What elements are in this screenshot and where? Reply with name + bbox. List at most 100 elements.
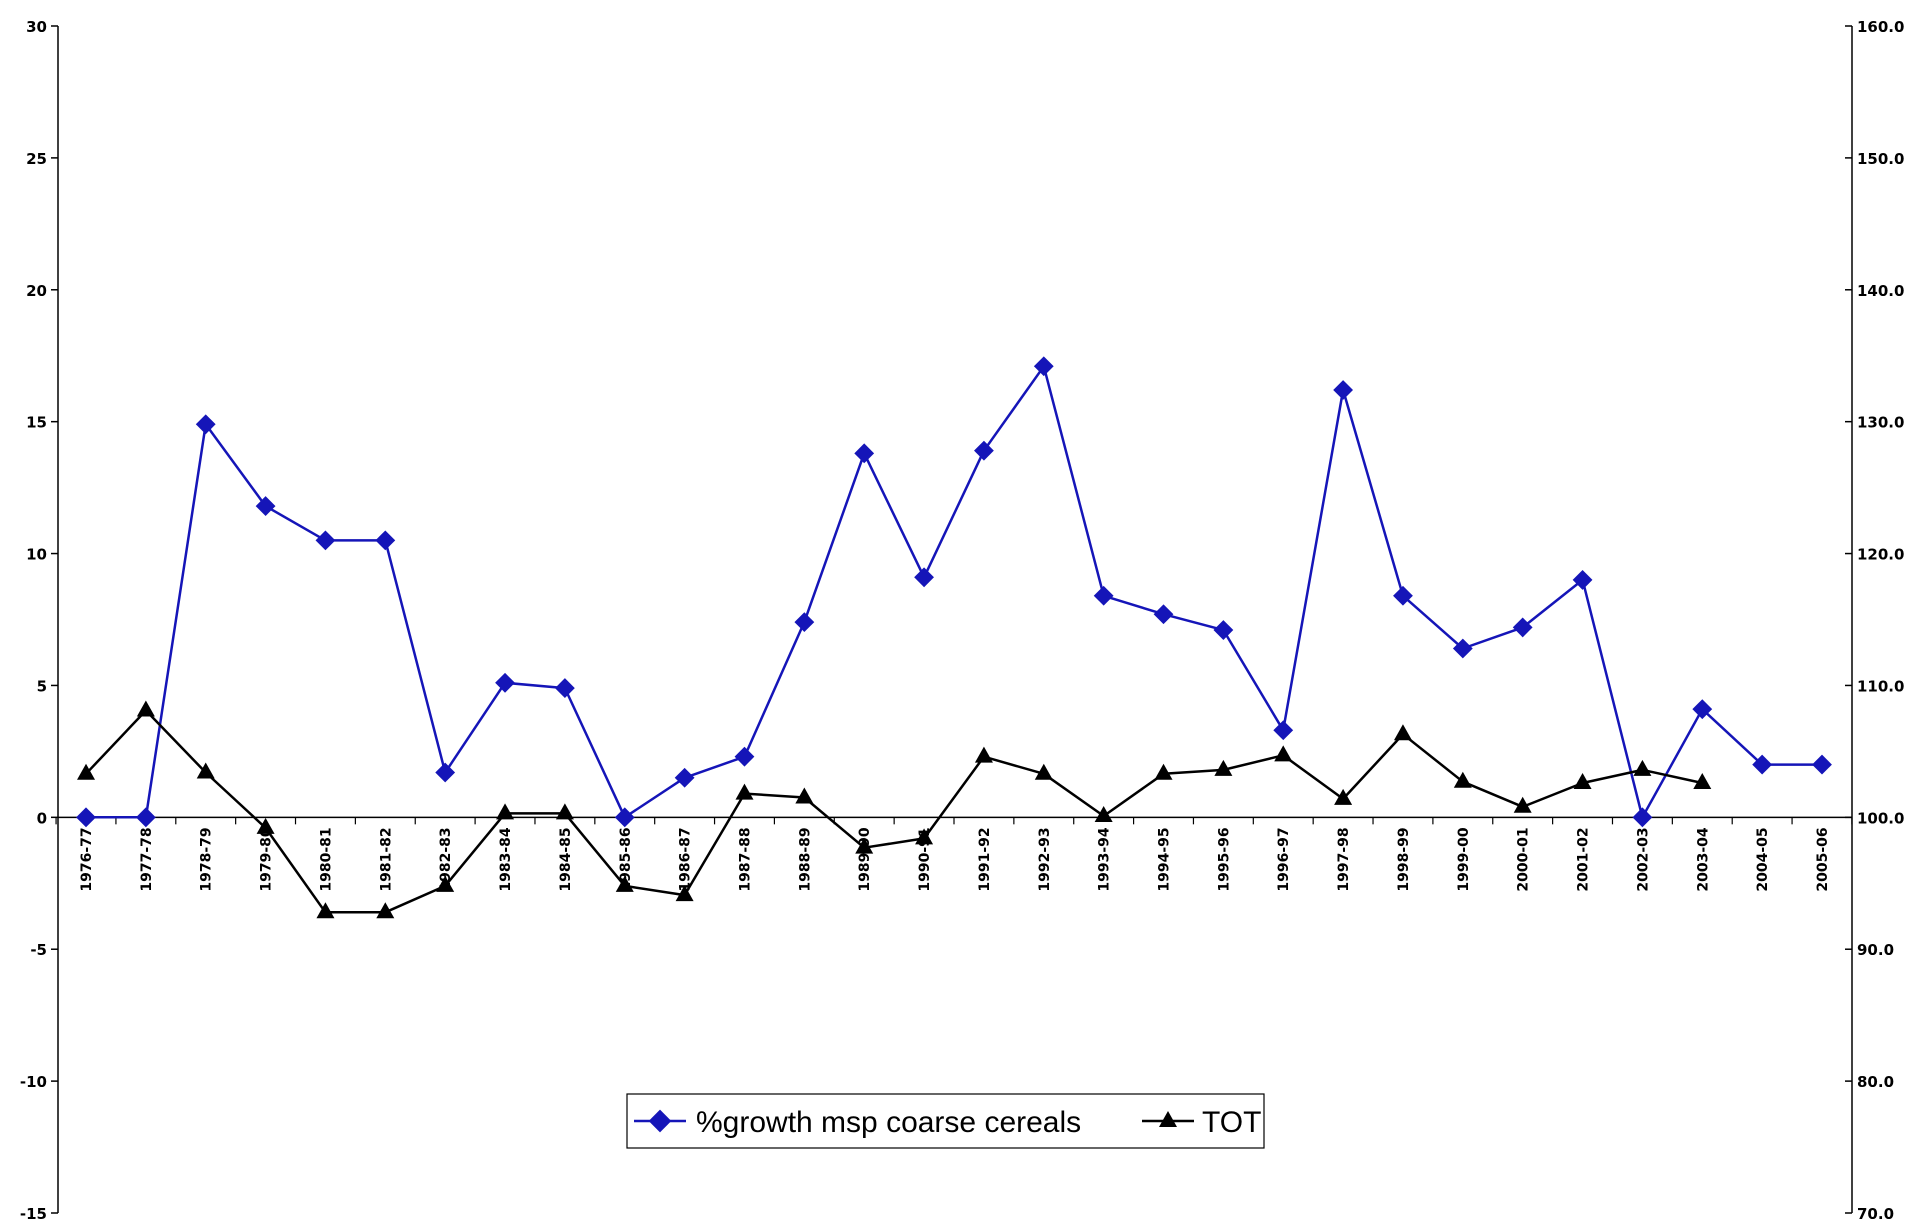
x-tick-label: 1977-78 bbox=[139, 827, 155, 891]
data-point-growth bbox=[1333, 380, 1354, 400]
data-point-tot bbox=[1453, 771, 1472, 788]
left-tick-label: 30 bbox=[26, 18, 47, 36]
left-tick-label: 0 bbox=[37, 809, 47, 827]
left-tick-label: -5 bbox=[30, 941, 47, 959]
x-tick-label: 1981-82 bbox=[378, 827, 394, 891]
right-tick-label: 160.0 bbox=[1857, 18, 1904, 36]
data-point-growth bbox=[794, 612, 815, 633]
data-point-tot bbox=[316, 902, 335, 919]
data-point-tot bbox=[1334, 788, 1353, 805]
data-point-tot bbox=[855, 837, 874, 854]
x-tick-label: 1983-84 bbox=[498, 827, 514, 892]
right-tick-label: 150.0 bbox=[1857, 150, 1904, 168]
data-point-growth bbox=[1632, 807, 1653, 828]
x-tick-label: 1996-97 bbox=[1276, 827, 1292, 891]
x-tick-label: 1997-98 bbox=[1336, 827, 1352, 891]
x-tick-label: 2001-02 bbox=[1576, 827, 1592, 891]
data-point-tot bbox=[615, 875, 634, 892]
left-tick-label: 5 bbox=[37, 677, 47, 695]
x-tick-label: 2000-01 bbox=[1516, 827, 1532, 891]
x-tick-label: 1988-89 bbox=[797, 827, 813, 891]
data-point-tot bbox=[735, 783, 754, 800]
data-point-growth bbox=[1273, 720, 1294, 741]
x-tick-label: 1992-93 bbox=[1037, 827, 1053, 891]
data-point-tot bbox=[1573, 773, 1592, 790]
data-point-growth bbox=[1033, 356, 1054, 377]
data-point-tot bbox=[1154, 763, 1173, 780]
x-tick-label: 1984-85 bbox=[558, 827, 574, 891]
left-tick-label: -10 bbox=[20, 1073, 47, 1091]
x-tick-label: 1994-95 bbox=[1157, 827, 1173, 891]
data-point-growth bbox=[135, 807, 156, 828]
data-point-growth bbox=[554, 678, 575, 698]
data-point-growth bbox=[734, 746, 755, 767]
data-point-tot bbox=[436, 875, 455, 892]
data-point-growth bbox=[854, 443, 875, 464]
series-line-growth bbox=[86, 365, 1822, 819]
left-y-axis: -15 -10 -5 0 5 10 15 20 25 30 bbox=[20, 18, 59, 1223]
x-tick-label: 2003-04 bbox=[1695, 827, 1711, 892]
legend-tot-marker bbox=[1159, 1111, 1177, 1127]
x-tick-label: 2004-05 bbox=[1755, 827, 1771, 891]
data-point-tot bbox=[974, 746, 993, 763]
series-line-tot bbox=[85, 709, 1703, 914]
legend-growth-marker bbox=[648, 1109, 672, 1133]
right-tick-label: 100.0 bbox=[1857, 809, 1904, 827]
x-tick-label: 1985-86 bbox=[618, 827, 634, 891]
data-point-tot bbox=[1633, 759, 1652, 776]
data-point-growth bbox=[1452, 638, 1473, 659]
data-point-growth bbox=[495, 672, 515, 693]
data-point-tot bbox=[196, 762, 215, 779]
data-point-tot bbox=[1393, 724, 1412, 741]
data-point-growth bbox=[674, 767, 695, 788]
data-point-growth bbox=[315, 530, 336, 551]
right-tick-label: 80.0 bbox=[1857, 1073, 1894, 1091]
left-tick-label: 15 bbox=[26, 414, 47, 432]
data-point-tot bbox=[795, 787, 814, 804]
data-point-tot bbox=[77, 763, 95, 780]
left-tick-label: 10 bbox=[26, 546, 47, 564]
x-tick-label: 1987-88 bbox=[737, 827, 753, 891]
data-point-growth bbox=[76, 807, 96, 828]
right-tick-label: 110.0 bbox=[1857, 677, 1904, 695]
x-tick-label: 2005-06 bbox=[1815, 827, 1831, 891]
x-tick-label: 1999-00 bbox=[1456, 827, 1472, 892]
right-tick-label: 90.0 bbox=[1857, 941, 1894, 959]
data-point-growth bbox=[195, 414, 216, 435]
data-point-growth bbox=[1812, 754, 1832, 775]
x-tick-label: 1998-99 bbox=[1396, 827, 1412, 891]
data-point-growth bbox=[255, 496, 276, 516]
x-tick-label: 1976-77 bbox=[79, 827, 95, 891]
data-point-growth bbox=[614, 807, 635, 828]
data-point-growth bbox=[1093, 585, 1114, 606]
left-tick-label: 25 bbox=[26, 150, 47, 168]
data-point-tot bbox=[256, 817, 275, 834]
x-tick-label: 1991-92 bbox=[977, 827, 993, 891]
series-layer bbox=[76, 356, 1832, 919]
x-axis: 1976-77 1977-78 1978-79 1979-80 1980-81 1981-… bbox=[55, 816, 1853, 892]
data-point-tot bbox=[1214, 759, 1233, 776]
data-point-growth bbox=[1153, 604, 1174, 625]
x-tick-label: 1979-80 bbox=[259, 827, 275, 892]
data-point-growth bbox=[1692, 699, 1713, 720]
data-point-tot bbox=[1094, 806, 1113, 823]
legend-label-growth: %growth msp coarse cereals bbox=[696, 1106, 1081, 1139]
x-tick-label: 1980-81 bbox=[318, 827, 334, 891]
x-tick-label: 2002-03 bbox=[1635, 827, 1651, 891]
x-tick-label: 1993-94 bbox=[1097, 827, 1113, 892]
data-point-tot bbox=[376, 902, 395, 919]
legend-label-tot: TOT bbox=[1202, 1106, 1261, 1139]
x-tick-label: 1989-90 bbox=[857, 827, 873, 892]
data-point-tot bbox=[496, 803, 515, 820]
data-point-tot bbox=[555, 803, 574, 820]
data-point-growth bbox=[974, 440, 994, 461]
data-point-growth bbox=[914, 567, 934, 588]
data-point-tot bbox=[136, 700, 155, 717]
data-point-tot bbox=[915, 828, 934, 845]
left-tick-label: 20 bbox=[26, 282, 47, 300]
right-tick-label: 140.0 bbox=[1857, 282, 1904, 300]
data-point-growth bbox=[375, 530, 396, 551]
data-point-tot bbox=[1693, 773, 1712, 790]
right-tick-label: 130.0 bbox=[1857, 414, 1904, 432]
